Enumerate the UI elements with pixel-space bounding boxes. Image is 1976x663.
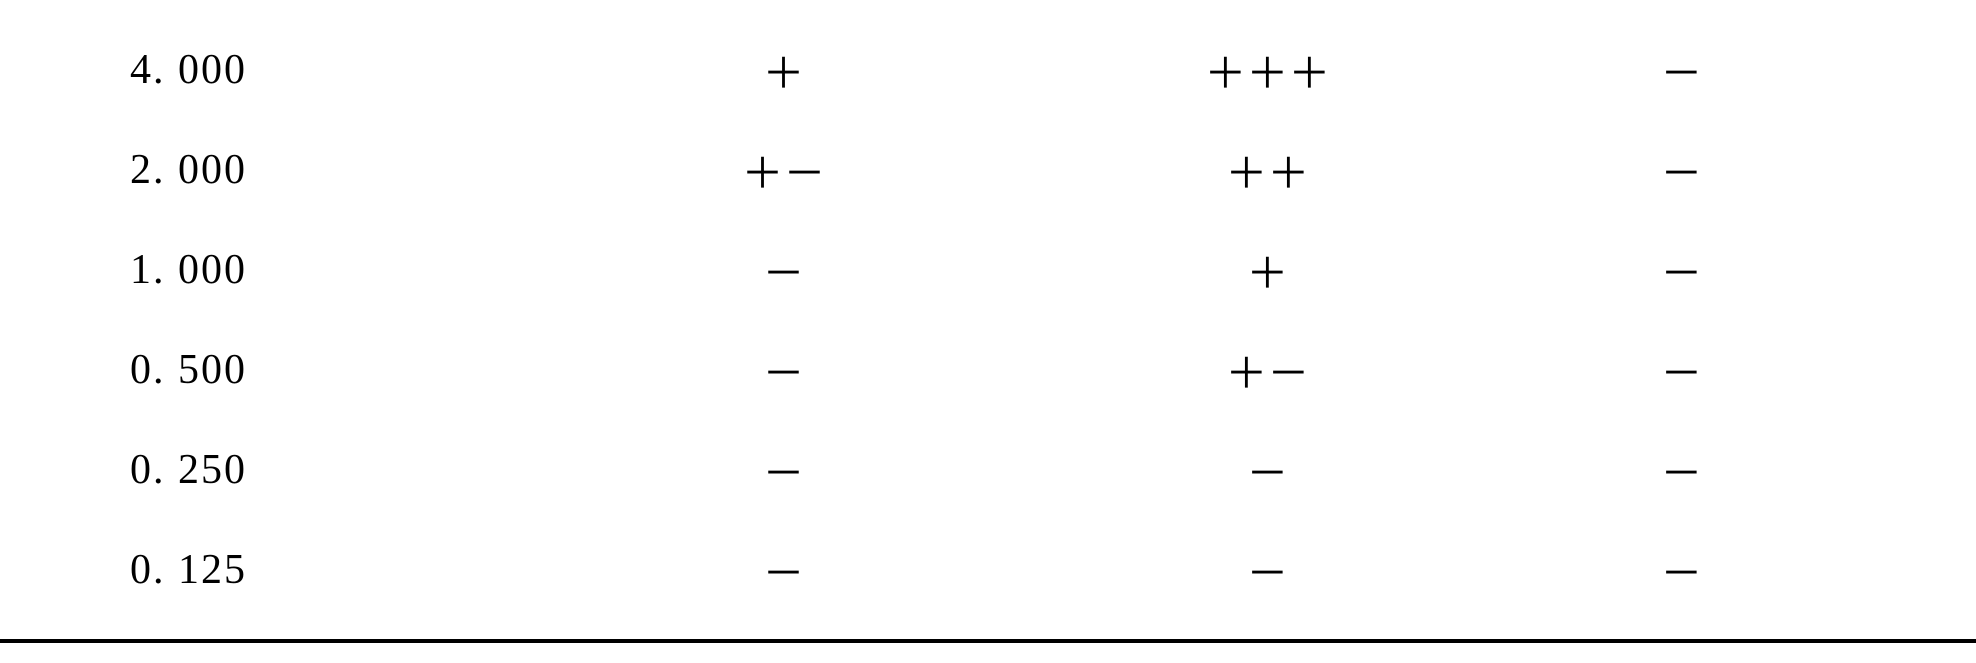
result-c-cell: － xyxy=(1517,240,1846,301)
result-a-cell: － xyxy=(549,540,1018,601)
result-c-cell: － xyxy=(1517,440,1846,501)
concentration-cell: 2. 000 xyxy=(130,146,549,194)
result-a-cell: － xyxy=(549,340,1018,401)
result-b-cell: － xyxy=(1018,440,1517,501)
result-a-cell: － xyxy=(549,240,1018,301)
result-b-cell: ＋－ xyxy=(1018,340,1517,401)
table-row: 1. 000 － ＋ － xyxy=(130,220,1846,320)
table-row: 0. 500 － ＋－ － xyxy=(130,320,1846,420)
result-a-cell: － xyxy=(549,440,1018,501)
concentration-cell: 0. 250 xyxy=(130,446,549,494)
results-table: 4. 000 ＋ ＋＋＋ － 2. 000 ＋－ ＋＋ － 1. 000 － ＋… xyxy=(0,0,1976,663)
result-b-cell: － xyxy=(1018,540,1517,601)
concentration-cell: 0. 125 xyxy=(130,546,549,594)
result-a-cell: ＋ xyxy=(549,40,1018,101)
table-bottom-border xyxy=(0,639,1976,643)
result-a-cell: ＋－ xyxy=(549,140,1018,201)
table-row: 0. 125 － － － xyxy=(130,520,1846,620)
table-row: 0. 250 － － － xyxy=(130,420,1846,520)
concentration-cell: 1. 000 xyxy=(130,246,549,294)
result-b-cell: ＋ xyxy=(1018,240,1517,301)
result-c-cell: － xyxy=(1517,40,1846,101)
result-c-cell: － xyxy=(1517,540,1846,601)
result-b-cell: ＋＋ xyxy=(1018,140,1517,201)
result-b-cell: ＋＋＋ xyxy=(1018,40,1517,101)
result-c-cell: － xyxy=(1517,340,1846,401)
table-row: 2. 000 ＋－ ＋＋ － xyxy=(130,120,1846,220)
table-row: 4. 000 ＋ ＋＋＋ － xyxy=(130,20,1846,120)
concentration-cell: 4. 000 xyxy=(130,46,549,94)
concentration-cell: 0. 500 xyxy=(130,346,549,394)
result-c-cell: － xyxy=(1517,140,1846,201)
